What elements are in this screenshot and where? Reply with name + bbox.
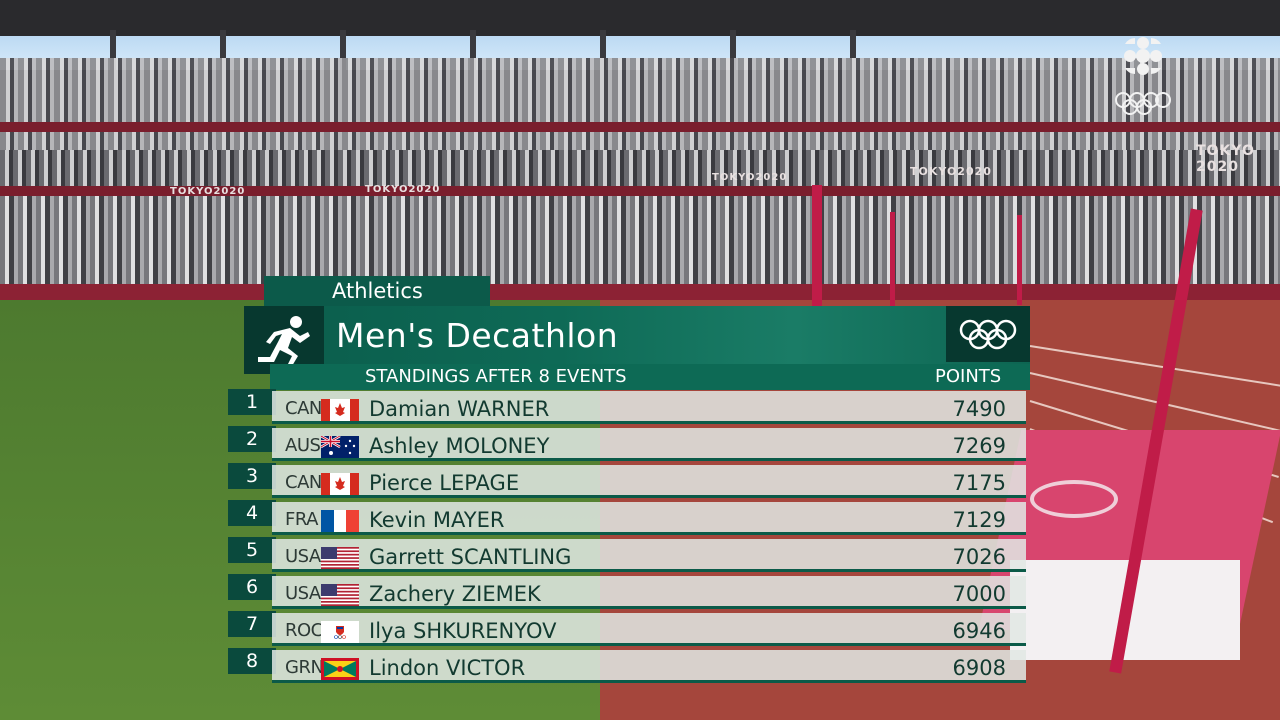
tokyo-signage: TOKYO2020 bbox=[910, 165, 992, 178]
athlete-points: 7026 bbox=[952, 545, 1006, 569]
athlete-name: Ilya SHKURENYOV bbox=[369, 619, 557, 643]
row-body bbox=[272, 428, 1026, 461]
athlete-name: Kevin MAYER bbox=[369, 508, 505, 532]
athlete-name: Lindon VICTOR bbox=[369, 656, 526, 680]
country-code: AUS bbox=[285, 435, 321, 456]
roof-rib bbox=[600, 30, 606, 70]
country-code: USA bbox=[285, 546, 321, 567]
olympic-rings-icon bbox=[959, 319, 1017, 350]
tokyo-signage: TOKYO2020 bbox=[712, 172, 788, 183]
country-code: USA bbox=[285, 583, 321, 604]
rank: 4 bbox=[228, 500, 276, 526]
country-code: ROC bbox=[285, 620, 323, 641]
event-title: Men's Decathlon bbox=[336, 316, 619, 355]
grenada-flag-icon bbox=[321, 658, 359, 680]
cbc-gem-icon bbox=[1115, 37, 1171, 115]
stadium-roof bbox=[0, 0, 1280, 36]
tokyo-signage: TOKYO2020 bbox=[365, 184, 441, 195]
row-body bbox=[272, 502, 1026, 535]
runner-pictogram-box bbox=[244, 306, 324, 374]
jump-standard-pole bbox=[1017, 215, 1022, 305]
jump-standard-pole bbox=[812, 185, 822, 325]
rank: 8 bbox=[228, 648, 276, 674]
rank: 3 bbox=[228, 463, 276, 489]
row-body bbox=[272, 539, 1026, 572]
roof-rib bbox=[730, 30, 736, 70]
points-column-header: POINTS bbox=[935, 366, 1002, 387]
upper-stands bbox=[0, 58, 1280, 150]
athlete-name: Damian WARNER bbox=[369, 397, 550, 421]
standings-subtitle: STANDINGS AFTER 8 EVENTS bbox=[365, 366, 627, 387]
table-row: 6 USA Zachery ZIEMEK 7000 bbox=[228, 574, 1028, 609]
olympic-rings-decal bbox=[1030, 480, 1118, 518]
athlete-points: 7490 bbox=[952, 397, 1006, 421]
tokyo-signage: TOKYO 2020 bbox=[1196, 143, 1255, 175]
athlete-name: Zachery ZIEMEK bbox=[369, 582, 541, 606]
roc-flag-icon bbox=[321, 621, 359, 643]
row-body bbox=[272, 465, 1026, 498]
roof-rib bbox=[470, 30, 476, 70]
usa-flag-icon bbox=[321, 547, 359, 569]
roof-rib bbox=[340, 30, 346, 70]
table-row: 5 USA Garrett SCANTLING 7026 bbox=[228, 537, 1028, 572]
tokyo-signage: TOKYO2020 bbox=[170, 186, 246, 197]
athlete-points: 7269 bbox=[952, 434, 1006, 458]
rank: 7 bbox=[228, 611, 276, 637]
athlete-points: 6946 bbox=[952, 619, 1006, 643]
table-row: 7 ROC Ilya SHKURENYOV 6946 bbox=[228, 611, 1028, 646]
olympic-rings-box bbox=[946, 306, 1030, 362]
table-row: 3 CAN Pierce LEPAGE 7175 bbox=[228, 463, 1028, 498]
athlete-name: Garrett SCANTLING bbox=[369, 545, 572, 569]
country-code: GRN bbox=[285, 657, 324, 678]
table-row: 1 CAN Damian WARNER 7490 bbox=[228, 389, 1028, 424]
australia-flag-icon bbox=[321, 436, 359, 458]
country-code: CAN bbox=[285, 398, 322, 419]
canada-flag-icon bbox=[321, 473, 359, 495]
table-row: 2 AUS Ashley MOLONEY 7269 bbox=[228, 426, 1028, 461]
rank: 1 bbox=[228, 389, 276, 415]
athlete-name: Pierce LEPAGE bbox=[369, 471, 520, 495]
athlete-points: 6908 bbox=[952, 656, 1006, 680]
row-body bbox=[272, 576, 1026, 609]
canada-flag-icon bbox=[321, 399, 359, 421]
lower-stands bbox=[0, 196, 1280, 288]
table-row: 8 GRN Lindon VICTOR 6908 bbox=[228, 648, 1028, 683]
row-body bbox=[272, 613, 1026, 646]
rank: 6 bbox=[228, 574, 276, 600]
row-body bbox=[272, 391, 1026, 424]
sport-label: Athletics bbox=[264, 276, 490, 306]
athlete-points: 7175 bbox=[952, 471, 1006, 495]
country-code: CAN bbox=[285, 472, 322, 493]
stand-band bbox=[0, 186, 1280, 196]
roof-rib bbox=[220, 30, 226, 70]
rank: 2 bbox=[228, 426, 276, 452]
roof-rib bbox=[850, 30, 856, 70]
athlete-name: Ashley MOLONEY bbox=[369, 434, 550, 458]
runner-icon bbox=[258, 316, 310, 366]
usa-flag-icon bbox=[321, 584, 359, 606]
roof-rib bbox=[110, 30, 116, 70]
france-flag-icon bbox=[321, 510, 359, 532]
stand-band bbox=[0, 122, 1280, 132]
middle-stands bbox=[0, 150, 1280, 190]
jump-standard-pole bbox=[890, 212, 895, 307]
subtitle-bar bbox=[270, 364, 1030, 390]
country-code: FRA bbox=[285, 509, 318, 530]
athlete-points: 7000 bbox=[952, 582, 1006, 606]
athlete-points: 7129 bbox=[952, 508, 1006, 532]
row-body bbox=[272, 650, 1026, 683]
title-bar bbox=[244, 306, 1030, 364]
rank: 5 bbox=[228, 537, 276, 563]
table-row: 4 FRA Kevin MAYER 7129 bbox=[228, 500, 1028, 535]
